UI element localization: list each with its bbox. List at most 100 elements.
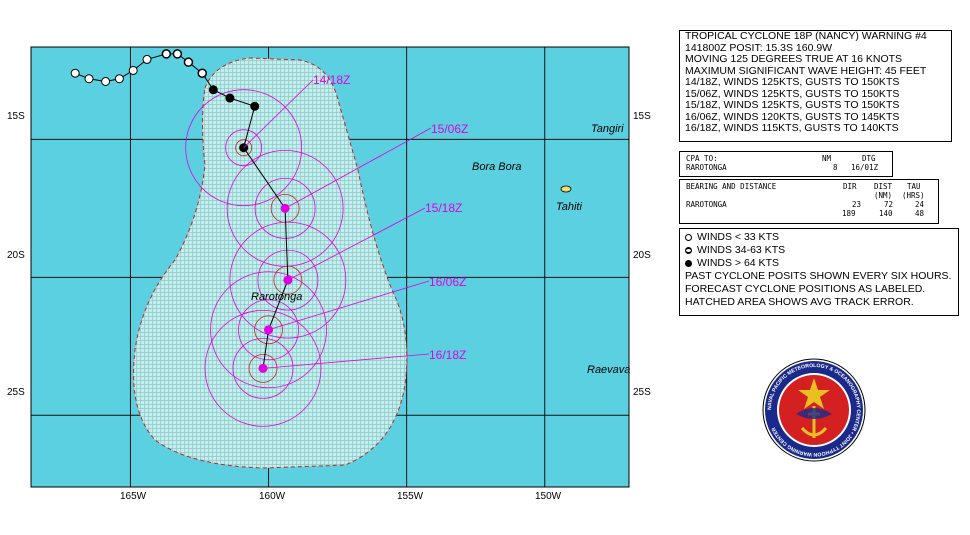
- bearing-row: RAROTONGA 23 72 24: [680, 200, 938, 209]
- forecast-leader-line: [243, 79, 314, 148]
- legend-note: PAST CYCLONE POSITS SHOWN EVERY SIX HOUR…: [685, 270, 952, 282]
- cpa-place: RAROTONGA: [686, 163, 727, 172]
- bearing-tau-units: (HRS): [902, 191, 925, 200]
- place-tahiti: Tahiti: [556, 201, 582, 213]
- warning-title: TROPICAL CYCLONE 18P (NANCY) WARNING #4: [685, 30, 927, 42]
- lon-label-165w: 165W: [120, 491, 147, 500]
- past-position-moderate: [197, 68, 208, 78]
- warning-movement: MOVING 125 DEGREES TRUE AT 16 KNOTS: [685, 53, 903, 65]
- label-layer: [243, 79, 432, 369]
- warning-forecast-1418z: 14/18Z, WINDS 125KTS, GUSTS TO 150KTS: [685, 76, 900, 88]
- cpa-dtg-header: DTG: [862, 154, 876, 163]
- wind-radius-50kt: [257, 249, 319, 311]
- seal-globe-icon: [796, 408, 832, 419]
- lat-label-25s: 25S: [7, 387, 25, 398]
- past-position-weak: [101, 76, 111, 86]
- filled-circle-icon: [685, 260, 692, 267]
- wind-radius-34kt: [204, 309, 322, 427]
- lon-label-150w: 150W: [535, 491, 562, 500]
- lat-label-15s-right: 15S: [633, 111, 651, 122]
- lat-label-25s-right: 25S: [633, 387, 651, 398]
- place-tangiri: Tangiri: [591, 123, 624, 135]
- lat-label-20s-right: 20S: [633, 250, 651, 261]
- legend-moderate: WINDS 34-63 KTS: [685, 244, 958, 257]
- warning-forecast-1506z: 15/06Z, WINDS 125KTS, GUSTS TO 150KTS: [685, 87, 900, 100]
- bearing-dist: 72: [884, 200, 894, 209]
- wind-radius-50kt: [238, 299, 299, 361]
- islands: [560, 185, 572, 193]
- lat-label-15s: 15S: [7, 111, 25, 122]
- bearing-header: BEARING AND DISTANCE DIR DIST TAU: [680, 182, 938, 191]
- lon-label-155w: 155W: [397, 491, 424, 500]
- cpa-row: RAROTONGA 8 16/01Z: [680, 163, 892, 172]
- bearing-tau: 48: [915, 209, 925, 218]
- legend-strong-label: WINDS > 64 KTS: [697, 257, 779, 269]
- bearing-dir-header: DIR: [843, 182, 857, 191]
- wind-radius-50kt: [254, 177, 316, 239]
- past-position-strong: [208, 85, 218, 95]
- forecast-leader-line: [268, 280, 430, 331]
- warning-forecast-1618z: 16/18Z, WINDS 115KTS, GUSTS TO 140KTS: [685, 122, 899, 134]
- wind-radius-34kt: [185, 89, 303, 207]
- bearing-label: BEARING AND DISTANCE: [686, 182, 777, 191]
- wind-radius-34kt: [229, 221, 347, 339]
- map-frame: [30, 46, 630, 488]
- bearing-place: RAROTONGA: [686, 200, 727, 209]
- bearing-box: BEARING AND DISTANCE DIR DIST TAU (NM) (…: [679, 179, 939, 224]
- legend-note: FORECAST CYCLONE POSITIONS AS LABELED.: [685, 283, 926, 295]
- past-position-moderate: [172, 49, 183, 59]
- legend-note: HATCHED AREA SHOWS AVG TRACK ERROR.: [685, 296, 914, 308]
- bearing-dir: 189: [842, 209, 856, 218]
- place-bora-bora: Bora Bora: [472, 161, 522, 173]
- wind-radii: [185, 89, 347, 427]
- legend-strong: WINDS > 64 KTS: [685, 257, 958, 270]
- warning-forecast-1606z: 16/06Z, WINDS 120KTS, GUSTS TO 145KTS: [685, 110, 900, 123]
- past-position-strong: [225, 93, 235, 103]
- legend-box: WINDS < 33 KTS WINDS 34-63 KTS WINDS > 6…: [679, 228, 959, 316]
- past-position-weak: [142, 54, 152, 64]
- wind-radius-50kt: [225, 129, 263, 167]
- past-position-moderate: [183, 57, 194, 67]
- wind-radius-50kt: [232, 337, 294, 399]
- bearing-tau-header: TAU: [907, 182, 921, 191]
- track-error-area: [133, 57, 408, 469]
- hurricane-symbol-icon: [685, 247, 692, 254]
- jtwc-seal-logo: NAVAL PACIFIC METEOROLOGY & OCEANOGRAPHY…: [762, 358, 866, 462]
- bearing-dir: 23: [852, 200, 862, 209]
- open-circle-icon: [685, 234, 692, 241]
- wind-radius-64kt: [273, 265, 303, 295]
- past-position-moderate: [161, 49, 172, 59]
- legend-weak-label: WINDS < 33 KTS: [697, 231, 779, 243]
- wind-radius-64kt: [235, 139, 253, 157]
- cpa-nm-header: NM: [822, 154, 832, 163]
- warning-forecast-1518z: 15/18Z, WINDS 125KTS, GUSTS TO 150KTS: [685, 99, 900, 111]
- lon-label-160w: 160W: [259, 491, 286, 500]
- bearing-units: (NM) (HRS): [680, 191, 938, 200]
- cpa-header: CPA TO: NM DTG: [680, 154, 892, 163]
- seal-star-icon: [798, 378, 830, 409]
- warning-posit: 141800Z POSIT: 15.3S 160.9W: [685, 41, 833, 54]
- cpa-box: CPA TO: NM DTG RAROTONGA 8 16/01Z: [679, 151, 893, 177]
- forecast-label-1606z: 16/06Z: [429, 275, 466, 289]
- warning-box: TROPICAL CYCLONE 18P (NANCY) WARNING #4 …: [679, 30, 952, 142]
- lat-label-20s: 20S: [7, 250, 25, 261]
- place-rarotonga: Rarotonga: [251, 291, 302, 303]
- past-position-strong: [250, 101, 260, 111]
- past-position-weak: [70, 68, 80, 78]
- bearing-dist-header: DIST: [874, 182, 893, 191]
- warning-wave-height: MAXIMUM SIGNIFICANT WAVE HEIGHT: 45 FEET: [685, 64, 927, 77]
- cyclone-map: 15S 20S 25S 15S 20S 25S 165W 160W 155W 1…: [7, 46, 651, 500]
- legend-moderate-label: WINDS 34-63 KTS: [697, 244, 786, 256]
- bearing-dist: 140: [879, 209, 893, 218]
- past-position-weak: [114, 74, 124, 84]
- legend-weak: WINDS < 33 KTS: [685, 231, 958, 244]
- cpa-dtg: 16/01Z: [851, 163, 879, 172]
- wind-radius-64kt: [254, 315, 283, 345]
- bearing-tau: 24: [915, 200, 925, 209]
- island-tahiti: [560, 185, 572, 193]
- past-position-weak: [128, 65, 138, 75]
- forecast-label-1418z: 14/18Z: [313, 73, 350, 87]
- wind-radius-64kt: [248, 353, 278, 383]
- cpa-nm: 8: [833, 163, 838, 172]
- forecast-leader-line: [287, 207, 426, 281]
